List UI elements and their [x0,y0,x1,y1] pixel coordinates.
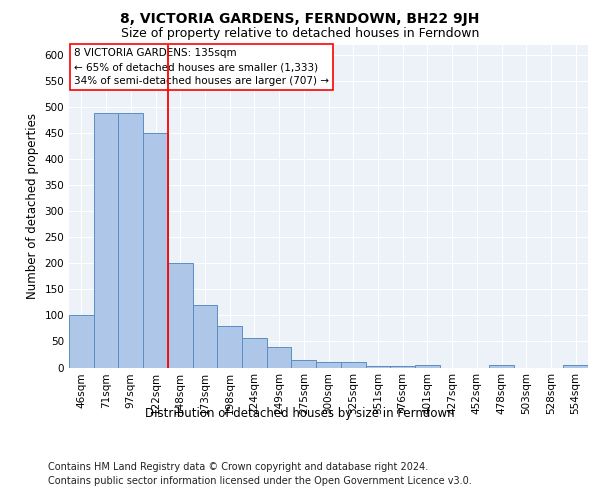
Bar [217,326,242,368]
Bar [292,360,316,368]
Text: 8, VICTORIA GARDENS, FERNDOWN, BH22 9JH: 8, VICTORIA GARDENS, FERNDOWN, BH22 9JH [121,12,479,26]
Bar [563,365,588,368]
Bar [94,112,118,368]
Bar [143,134,168,368]
Y-axis label: Number of detached properties: Number of detached properties [26,114,39,299]
Bar [267,346,292,368]
Bar [118,112,143,368]
Text: Distribution of detached houses by size in Ferndown: Distribution of detached houses by size … [145,408,455,420]
Text: Contains HM Land Registry data © Crown copyright and database right 2024.: Contains HM Land Registry data © Crown c… [48,462,428,472]
Text: Size of property relative to detached houses in Ferndown: Size of property relative to detached ho… [121,28,479,40]
Bar [415,365,440,368]
Bar [341,362,365,368]
Text: 8 VICTORIA GARDENS: 135sqm
← 65% of detached houses are smaller (1,333)
34% of s: 8 VICTORIA GARDENS: 135sqm ← 65% of deta… [74,48,329,86]
Text: Contains public sector information licensed under the Open Government Licence v3: Contains public sector information licen… [48,476,472,486]
Bar [390,366,415,368]
Bar [69,316,94,368]
Bar [365,366,390,368]
Bar [242,338,267,368]
Bar [193,305,217,368]
Bar [316,362,341,368]
Bar [489,365,514,368]
Bar [168,264,193,368]
